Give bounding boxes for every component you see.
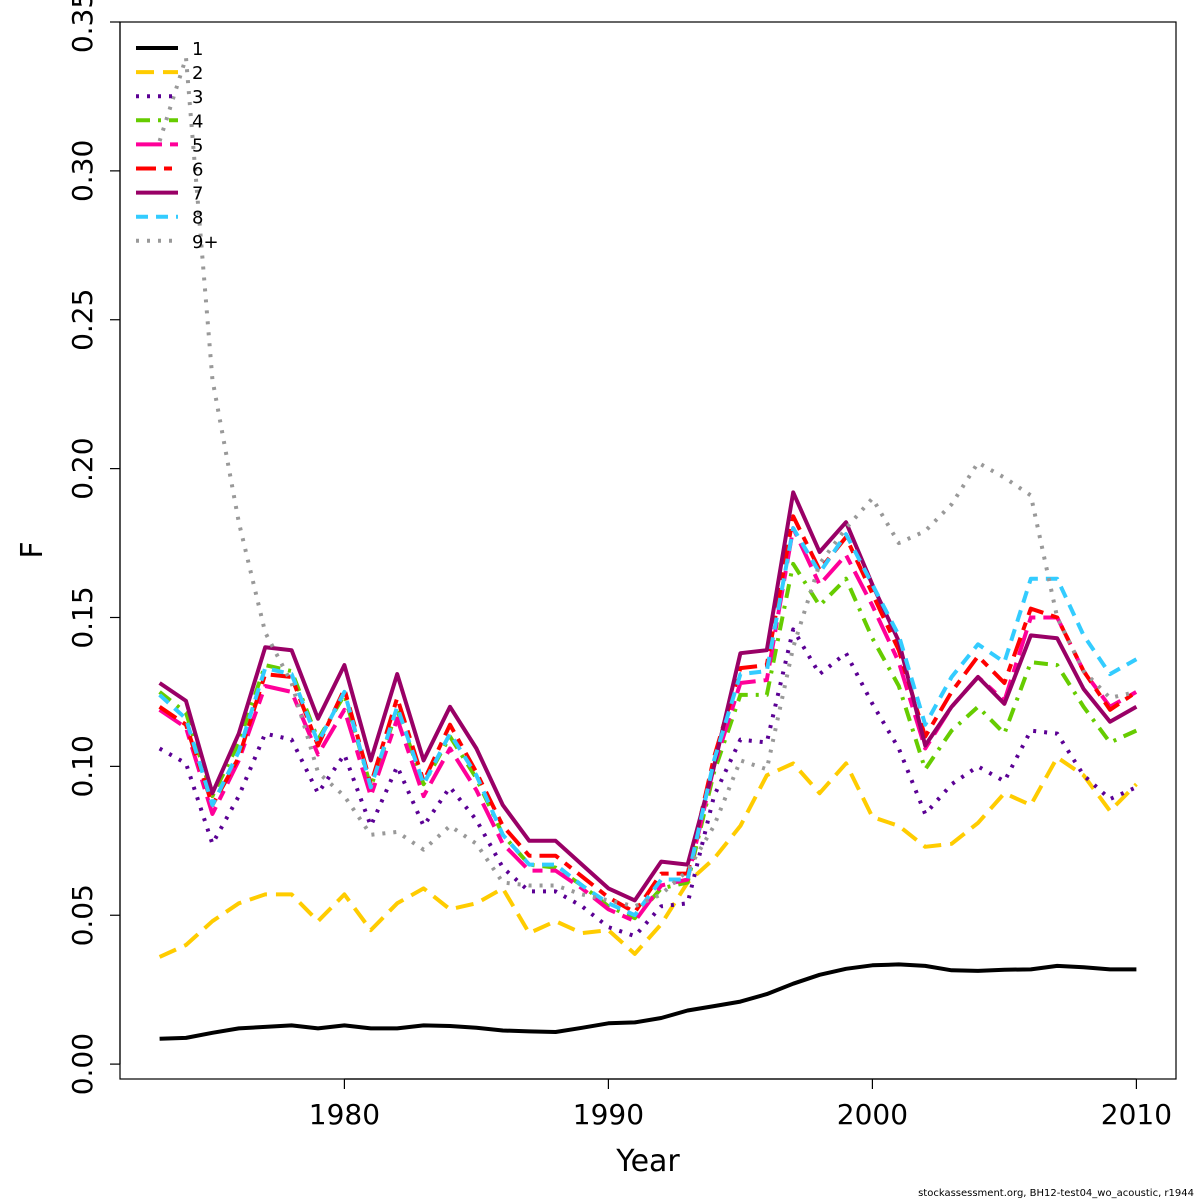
y-tick-label: 0.25 [66,289,99,351]
series-lines [157,55,1138,1041]
legend-label: 3 [192,87,203,108]
x-tick-label: 2010 [1101,1098,1172,1131]
x-tick-label: 1990 [573,1098,644,1131]
legend-label: 2 [192,63,203,84]
footer-note: stockassessment.org, BH12-test04_wo_acou… [918,1188,1194,1199]
series-line-3 [158,627,1138,939]
series-line-2 [158,755,1138,959]
y-tick-label: 0.00 [66,1033,99,1095]
y-axis-title: F [15,541,50,558]
x-tick-label: 1980 [309,1098,380,1131]
series-line-7 [158,490,1138,903]
legend-label: 5 [192,135,203,156]
series-line-9plus [157,55,1137,909]
y-tick-label: 0.20 [66,437,99,499]
legend-label: 1 [192,39,203,60]
legend-label: 9+ [192,232,219,253]
series-line-1 [159,962,1137,1041]
legend-label: 7 [192,184,203,205]
legend: 1 2 3 4 5 6 7 8 9+ [136,39,219,253]
y-tick-label: 0.35 [66,0,99,53]
x-axis-title: Year [615,1144,680,1179]
series-line-8 [158,526,1138,918]
x-axis: 1980 1990 2000 2010 [309,1078,1172,1131]
y-tick-label: 0.30 [66,140,99,202]
x-tick-label: 2000 [837,1098,908,1131]
y-tick-label: 0.15 [66,586,99,648]
legend-label: 4 [192,111,203,132]
y-axis: 0.00 0.05 0.10 0.15 0.20 0.25 0.30 0.35 [66,0,121,1095]
legend-label: 6 [192,160,203,181]
y-tick-label: 0.10 [66,735,99,797]
y-tick-label: 0.05 [66,884,99,946]
legend-label: 8 [192,208,203,229]
